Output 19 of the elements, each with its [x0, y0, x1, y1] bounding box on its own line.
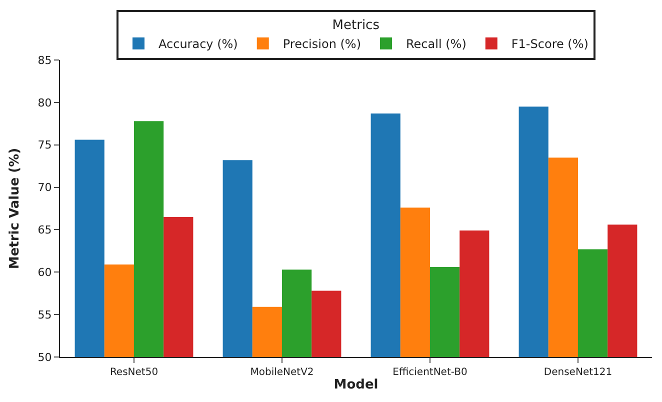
x-tick-label: ResNet50: [110, 367, 158, 378]
y-tick-label: 50: [38, 350, 52, 364]
y-tick-label: 65: [38, 224, 52, 237]
legend-label: Recall (%): [406, 37, 466, 52]
legend-label: F1-Score (%): [511, 37, 588, 52]
legend-label: Precision (%): [282, 37, 361, 52]
x-axis-title: Model: [334, 378, 378, 393]
y-tick-label: 55: [38, 308, 52, 322]
y-tick-label: 85: [38, 54, 52, 67]
legend-label: Accuracy (%): [158, 37, 238, 52]
y-tick-label: 80: [38, 96, 52, 110]
y-tick-label: 60: [38, 266, 52, 279]
x-tick-label: MobileNetV2: [250, 367, 314, 378]
y-tick-label: 75: [38, 138, 52, 152]
x-tick-label: EfficientNet-B0: [392, 367, 468, 378]
y-axis-title: Metric Value (%): [8, 148, 23, 270]
y-tick-label: 70: [38, 181, 52, 194]
legend-title: Metrics: [332, 18, 380, 33]
x-tick-label: DenseNet121: [544, 367, 612, 378]
